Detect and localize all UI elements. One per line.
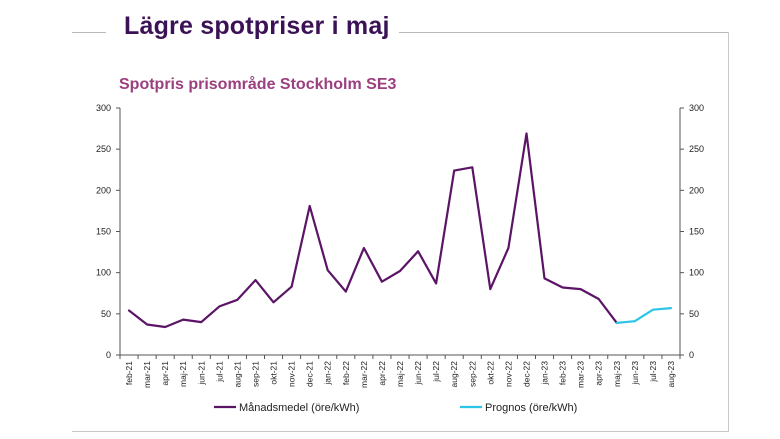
x-tick-label: okt-22 (485, 361, 495, 385)
x-tick-label: feb-23 (558, 361, 568, 385)
x-tick-label: aug-23 (666, 361, 676, 388)
x-tick-label: feb-22 (341, 361, 351, 385)
y-tick-label-left: 100 (96, 268, 111, 278)
x-tick-label: feb-21 (124, 361, 134, 385)
y-tick-label-right: 200 (689, 185, 704, 195)
y-tick-label-right: 250 (689, 144, 704, 154)
x-tick-label: jun-23 (630, 361, 640, 386)
y-tick-label-right: 0 (689, 350, 694, 360)
y-tick-label-left: 200 (96, 185, 111, 195)
x-tick-label: maj-23 (612, 361, 622, 387)
x-tick-label: jan-22 (323, 361, 333, 386)
x-tick-label: nov-21 (287, 361, 297, 387)
series-line-1 (129, 134, 617, 328)
y-tick-label-right: 100 (689, 268, 704, 278)
y-tick-label-left: 300 (96, 103, 111, 113)
y-tick-label-left: 150 (96, 227, 111, 237)
y-tick-label-left: 50 (101, 309, 111, 319)
x-tick-label: jun-22 (413, 361, 423, 386)
x-tick-label: jul-21 (214, 361, 224, 383)
y-tick-label-right: 50 (689, 309, 699, 319)
x-tick-label: maj-21 (178, 361, 188, 387)
x-tick-label: apr-22 (377, 361, 387, 386)
x-tick-label: jul-23 (648, 361, 658, 383)
legend-label-1: Månadsmedel (öre/kWh) (239, 402, 359, 414)
x-tick-label: sep-22 (467, 361, 477, 387)
x-tick-label: okt-21 (269, 361, 279, 385)
spot-price-chart: 0 0 50 50 100 100 150 150 200 200 250 250 300 300 feb-… (0, 0, 780, 439)
x-tick-label: mar-21 (142, 361, 152, 388)
x-tick-label: aug-22 (449, 361, 459, 388)
x-tick-label: apr-23 (594, 361, 604, 386)
legend-label-2: Prognos (öre/kWh) (485, 402, 577, 414)
x-tick-label: jun-21 (196, 361, 206, 386)
y-tick-label-left: 0 (106, 350, 111, 360)
x-tick-label: dec-21 (305, 361, 315, 387)
x-tick-label: mar-22 (359, 361, 369, 388)
x-tick-label: apr-21 (160, 361, 170, 386)
x-tick-label: maj-22 (395, 361, 405, 387)
series-line-2 (617, 308, 671, 323)
x-tick-label: sep-21 (250, 361, 260, 387)
y-tick-label-right: 300 (689, 103, 704, 113)
x-tick-label: mar-23 (576, 361, 586, 388)
y-tick-label-right: 150 (689, 227, 704, 237)
x-tick-label: aug-21 (232, 361, 242, 388)
x-tick-label: nov-22 (503, 361, 513, 387)
y-tick-label-left: 250 (96, 144, 111, 154)
x-tick-label: jan-23 (540, 361, 550, 386)
x-tick-label: dec-22 (521, 361, 531, 387)
x-tick-label: jul-22 (431, 361, 441, 383)
